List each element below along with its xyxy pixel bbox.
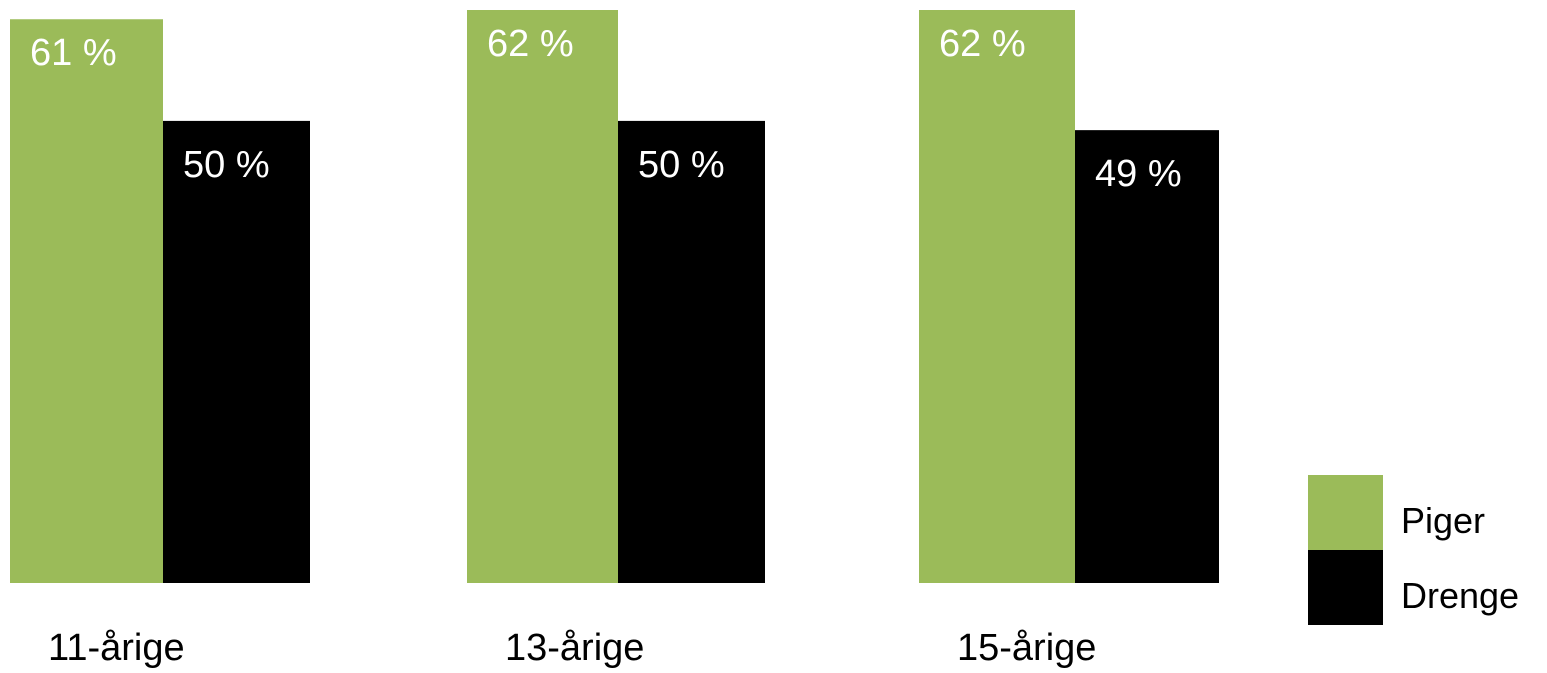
data-label-piger-13rige: 62 % (487, 23, 574, 65)
legend-swatch-piger (1308, 475, 1383, 550)
category-label-11rige: 11-årige (48, 627, 185, 669)
data-label-piger-15rige: 62 % (939, 23, 1026, 65)
data-label-drenge-13rige: 50 % (638, 144, 725, 186)
data-label-drenge-15rige: 49 % (1095, 153, 1182, 195)
category-label-13rige: 13-årige (505, 627, 644, 669)
bar-drenge-11rige (163, 120, 310, 583)
legend-label-piger: Piger (1401, 500, 1485, 541)
legend: Piger Drenge (1308, 475, 1519, 625)
category-label-15rige: 15-årige (957, 627, 1096, 669)
bar-piger-15rige (919, 10, 1075, 583)
bars-group (10, 10, 1219, 584)
category-labels-group: 11-årige 13-årige 15-årige (48, 627, 1096, 669)
data-label-drenge-11rige: 50 % (183, 144, 270, 186)
bar-drenge-13rige (618, 120, 765, 583)
bar-labels-group: 61 % 50 % 62 % 50 % 62 % 49 % (30, 23, 1182, 195)
bar-piger-13rige (467, 10, 618, 583)
data-label-piger-11rige: 61 % (30, 32, 117, 74)
bar-piger-11rige (10, 19, 163, 583)
legend-label-drenge: Drenge (1401, 575, 1519, 616)
bar-drenge-15rige (1075, 130, 1219, 584)
legend-swatch-drenge (1308, 550, 1383, 625)
